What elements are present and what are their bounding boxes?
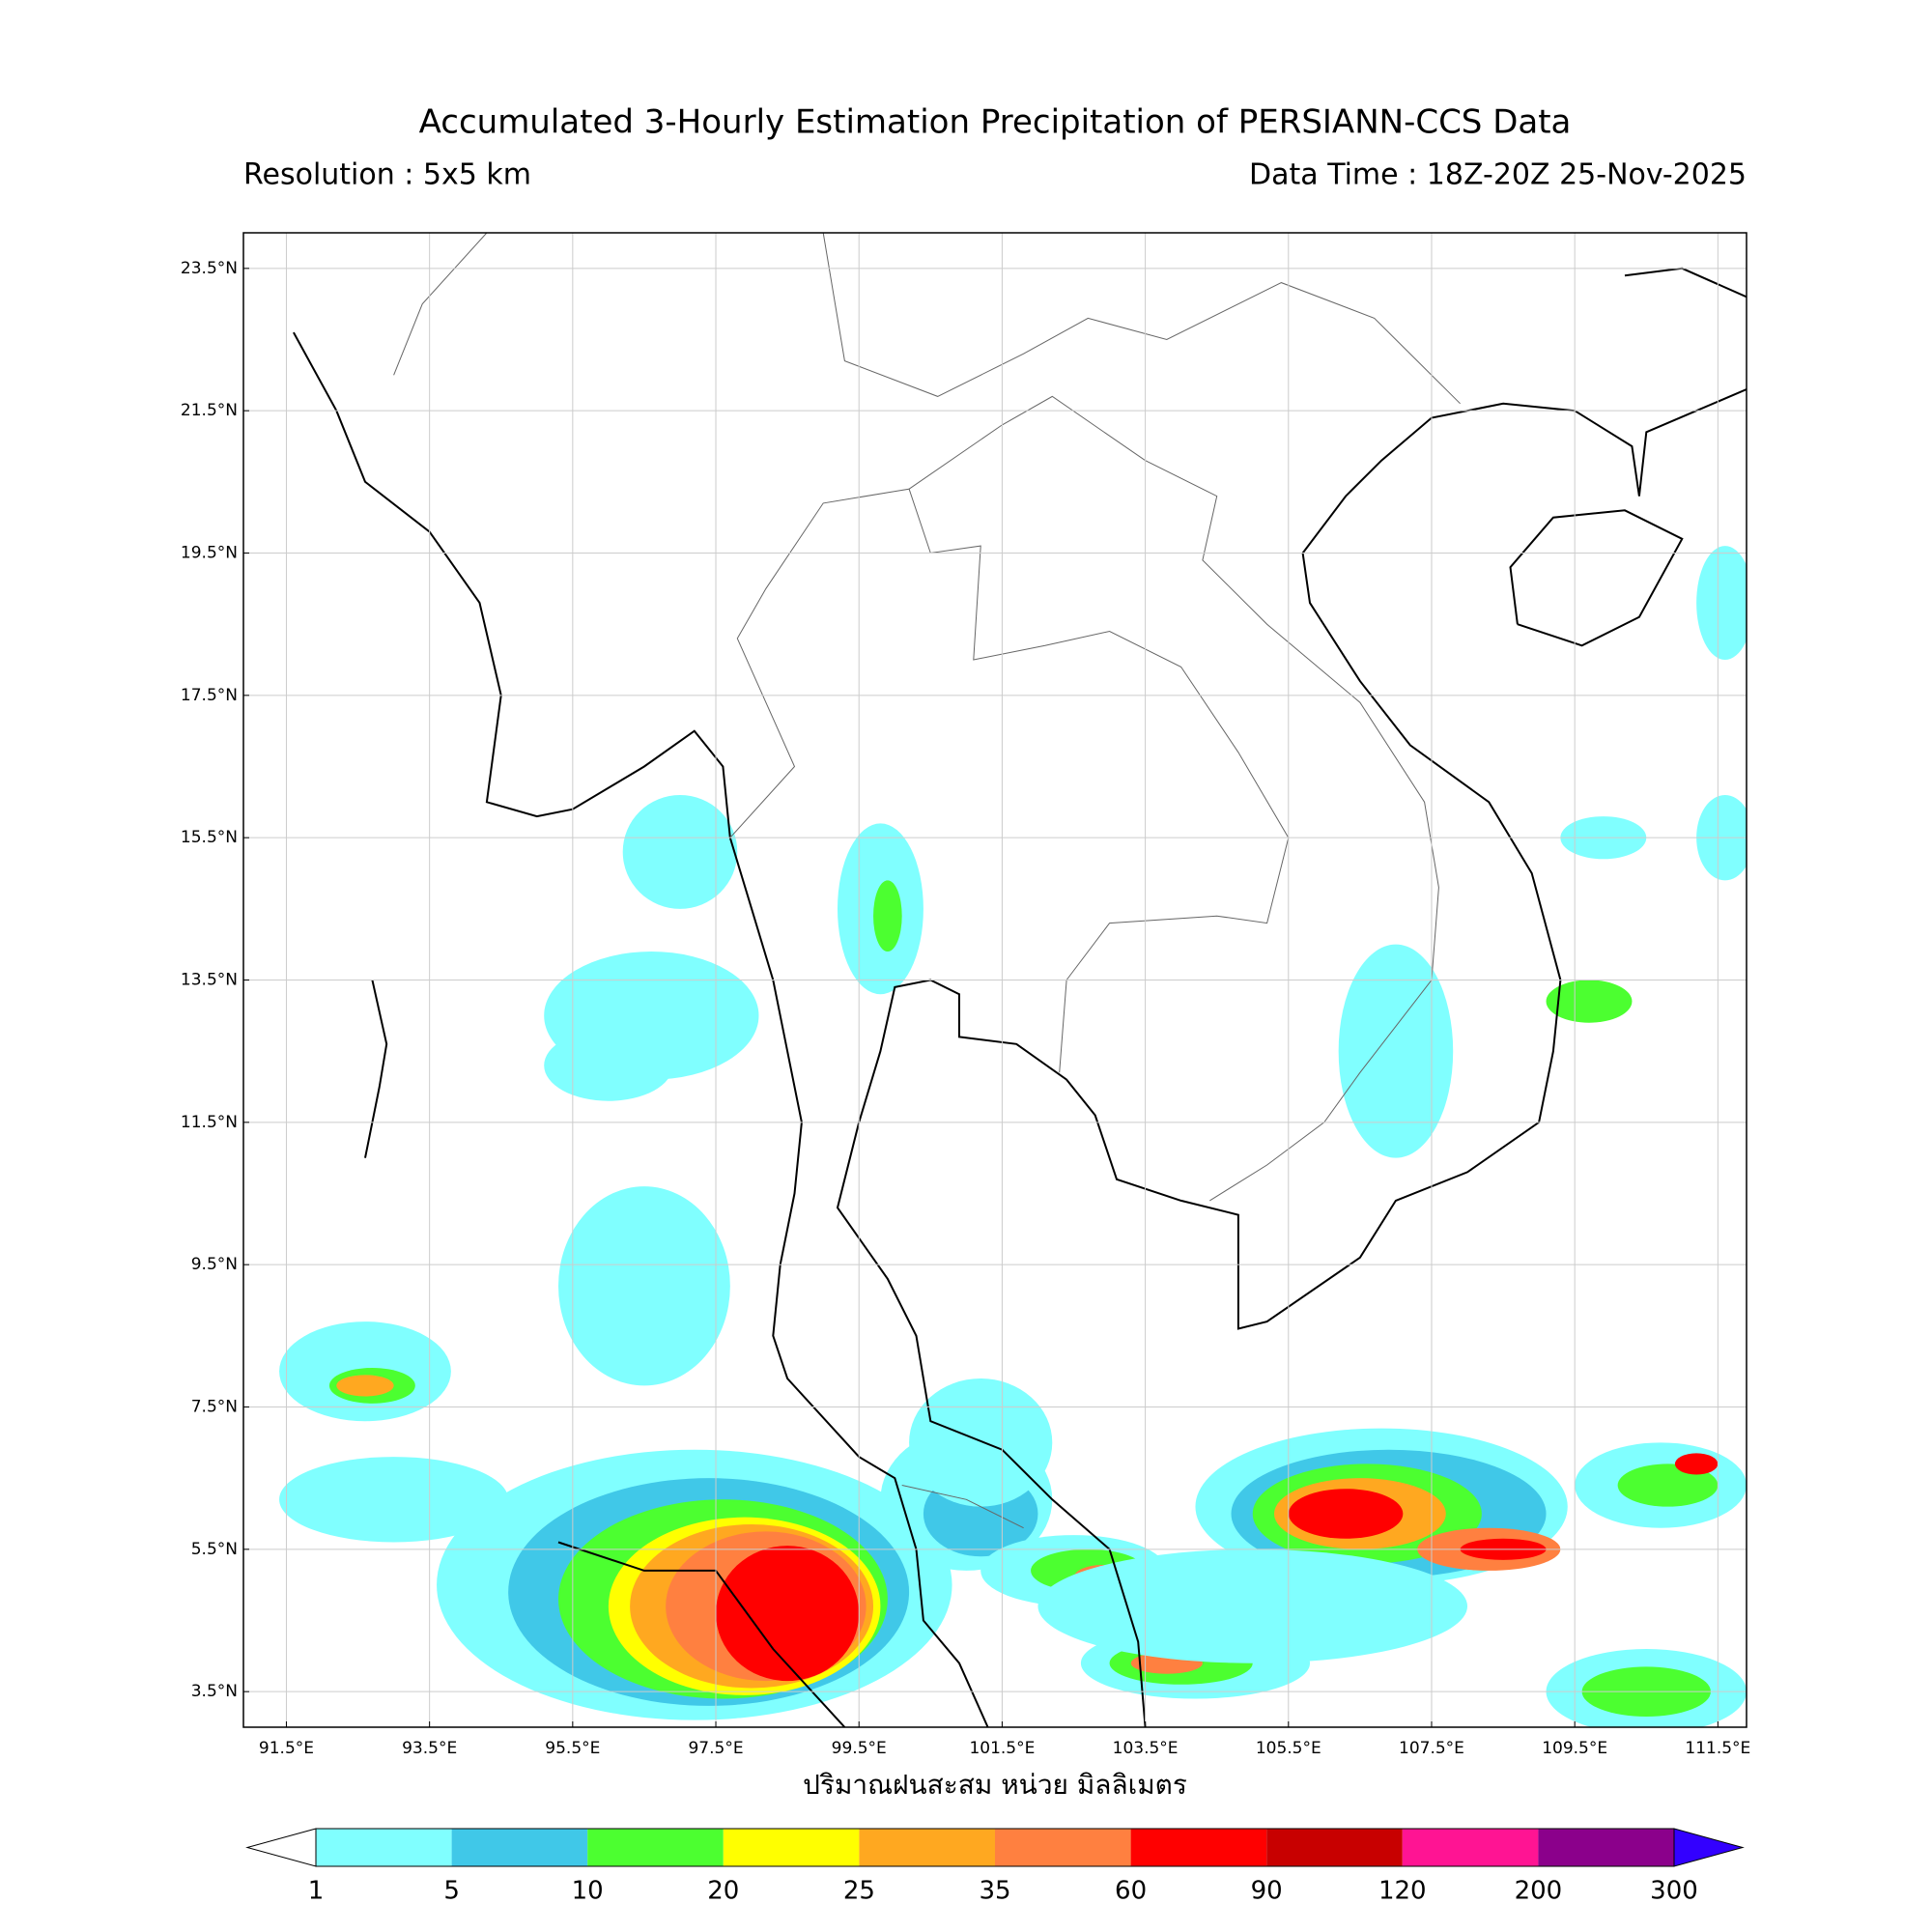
x-tick-label: 109.5°E (1542, 1739, 1607, 1758)
border (901, 1485, 1024, 1529)
colorbar-segment (1266, 1829, 1403, 1866)
grid: 3.5°N 5.5°N 7.5°N 9.5°N 11.5°N 13.5°N 15.5°N 17… (181, 233, 1750, 1758)
colorbar-label: 10 (572, 1877, 604, 1906)
rain-area (622, 794, 738, 909)
x-tick-label: 107.5°E (1399, 1739, 1464, 1758)
colorbar-segment (995, 1829, 1131, 1866)
data-time: Data Time : 18Z-20Z 25-Nov-2025 (1249, 158, 1747, 192)
rain-area (336, 1375, 394, 1397)
rain-area (544, 1030, 673, 1101)
rain-area (1037, 1548, 1468, 1663)
coastline (364, 980, 388, 1158)
colorbar-segment (859, 1829, 995, 1866)
rain-area (1696, 546, 1747, 660)
border (822, 233, 1461, 405)
y-tick-label: 7.5°N (191, 1398, 238, 1417)
coastline (1509, 509, 1684, 647)
precipitation (279, 546, 1747, 1727)
border (393, 233, 488, 376)
over-arrow (1673, 1828, 1745, 1867)
colorbar-segment (723, 1829, 860, 1866)
colorbar-segment (1538, 1829, 1674, 1866)
border (908, 395, 1439, 1202)
map-frame (242, 232, 1747, 1728)
rain-area (1338, 944, 1454, 1158)
colorbar-label: 200 (1515, 1877, 1563, 1906)
colorbar-segment (316, 1829, 452, 1866)
rain-area (1546, 980, 1633, 1023)
x-tick-label: 95.5°E (545, 1739, 600, 1758)
colorbar-label: 90 (1251, 1877, 1283, 1906)
y-tick-label: 17.5°N (181, 686, 238, 705)
rain-area (1617, 1463, 1719, 1507)
y-tick-label: 19.5°N (181, 544, 238, 563)
y-tick-label: 3.5°N (191, 1682, 238, 1701)
colorbar-label: 1 (308, 1877, 325, 1906)
resolution: Resolution : 5x5 km (243, 158, 531, 192)
colorbar-segment (1130, 1829, 1267, 1866)
colorbar-segment (587, 1829, 724, 1866)
colorbar-label: 20 (707, 1877, 739, 1906)
x-tick-label: 103.5°E (1113, 1739, 1179, 1758)
y-tick-label: 5.5°N (191, 1540, 238, 1559)
x-tick-label: 97.5°E (688, 1739, 743, 1758)
rain-area (716, 1546, 860, 1682)
x-tick-label: 111.5°E (1685, 1739, 1750, 1758)
colorbar-label: 25 (843, 1877, 875, 1906)
y-tick-label: 15.5°N (181, 828, 238, 847)
colorbar: 1 5 10 20 25 35 60 90 120 200 300 (245, 1828, 1745, 1906)
colorbar-label: 5 (443, 1877, 460, 1906)
rain-area (873, 880, 902, 952)
x-tick-label: 99.5°E (832, 1739, 887, 1758)
rain-area (1674, 1453, 1719, 1475)
y-tick-label: 13.5°N (181, 971, 238, 990)
y-tick-label: 11.5°N (181, 1113, 238, 1132)
x-tick-label: 101.5°E (969, 1739, 1035, 1758)
coastline (293, 331, 989, 1727)
y-tick-label: 9.5°N (191, 1255, 238, 1274)
y-tick-label: 21.5°N (181, 401, 238, 420)
x-tick-label: 93.5°E (402, 1739, 457, 1758)
rain-area (909, 1378, 1053, 1507)
colorbar-segment (1402, 1829, 1539, 1866)
x-axis-label: ปริมาณฝนสะสม หน่วย มิลลิเมตร (803, 1769, 1187, 1801)
under-arrow (245, 1828, 317, 1867)
y-tick-label: 23.5°N (181, 259, 238, 278)
colorbar-frame (315, 1828, 1675, 1867)
border (729, 488, 1290, 1073)
rain-area (1288, 1489, 1404, 1539)
title: Accumulated 3-Hourly Estimation Precipit… (419, 103, 1572, 142)
colorbar-label: 120 (1378, 1877, 1427, 1906)
colorbar-label: 60 (1115, 1877, 1147, 1906)
colorbar-label: 35 (979, 1877, 1010, 1906)
x-tick-label: 91.5°E (259, 1739, 314, 1758)
colorbar-label: 300 (1650, 1877, 1698, 1906)
colorbar-segment (451, 1829, 588, 1866)
coastline (836, 388, 1747, 1727)
x-tick-label: 105.5°E (1256, 1739, 1321, 1758)
rain-area (279, 1457, 509, 1543)
coastline (1624, 267, 1747, 298)
rain-area (558, 1186, 730, 1386)
